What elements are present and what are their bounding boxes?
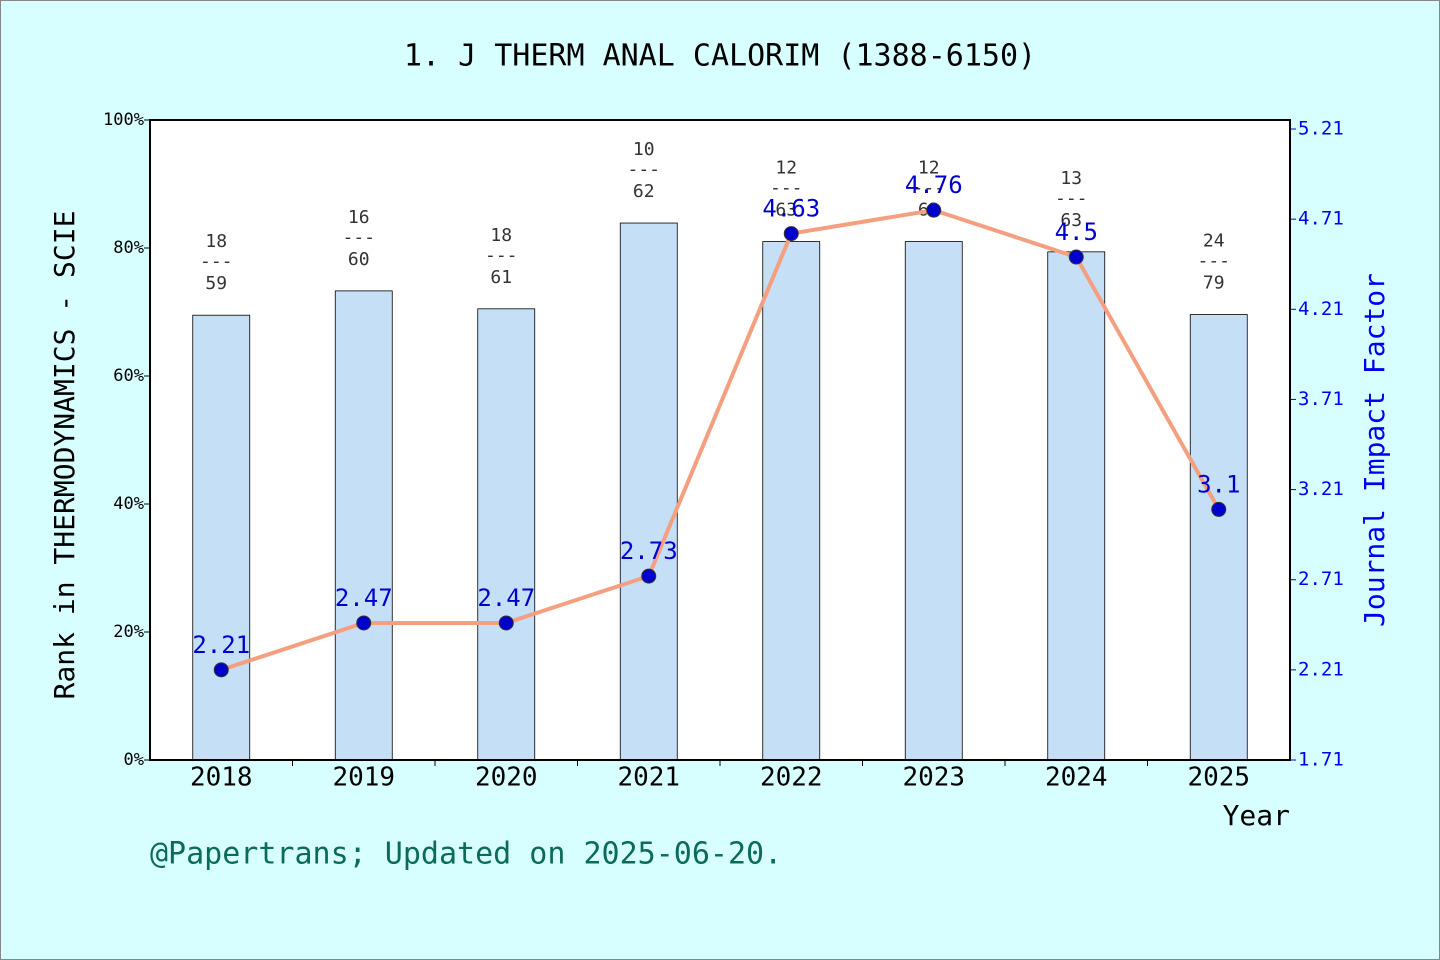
rank-label: 24 [1203, 231, 1225, 252]
x-tick-label: 2020 [475, 763, 538, 793]
x-axis-title: Year [1223, 799, 1290, 832]
rank-label: 16 [348, 207, 370, 228]
x-tick-label: 2022 [760, 763, 823, 793]
y2-tick-label: 2.21 [1298, 658, 1344, 680]
bar [619, 222, 678, 761]
y2-tick-label: 4.21 [1298, 298, 1344, 320]
plot-border [149, 119, 1291, 761]
x-tick-label: 2025 [1187, 763, 1250, 793]
y2-tick-label: 4.71 [1298, 208, 1344, 230]
chart-title: 1. J THERM ANAL CALORIM (1388-6150) [404, 39, 1036, 74]
line [220, 208, 1221, 672]
marker [213, 662, 229, 678]
rank-separator: --- [1197, 251, 1230, 272]
marker [1068, 249, 1084, 265]
rank-label: 12 [918, 158, 940, 179]
x-tick-label: 2021 [617, 763, 680, 793]
marker [926, 202, 942, 218]
rank-separator: --- [770, 178, 803, 199]
x-tick-label: 2018 [190, 763, 253, 793]
rank-separator: --- [342, 227, 375, 248]
marker [1211, 501, 1227, 517]
y2-tick-label: 5.21 [1298, 118, 1344, 140]
y-tick-label: 60% [113, 366, 144, 386]
bar [192, 314, 251, 761]
y-tick-label: 100% [103, 110, 144, 130]
total-label: 63 [1060, 210, 1082, 231]
data-label: 2.73 [620, 537, 678, 565]
rank-separator: --- [912, 178, 945, 199]
y2-tick-label: 2.71 [1298, 568, 1344, 590]
rank-separator: --- [485, 245, 518, 266]
total-label: 63 [775, 200, 797, 221]
bar [477, 308, 536, 761]
marker [356, 615, 372, 631]
rank-label: 13 [1060, 168, 1082, 189]
data-label: 4.5 [1055, 218, 1098, 246]
x-tick-label: 2024 [1045, 763, 1108, 793]
y2-tick-label: 1.71 [1298, 749, 1344, 771]
bar [904, 241, 963, 761]
rank-separator: --- [627, 159, 660, 180]
data-label: 2.47 [477, 584, 535, 612]
data-label: 2.21 [192, 631, 250, 659]
y2-axis-title: Journal Impact Factor [1358, 273, 1391, 627]
data-label: 4.76 [905, 171, 963, 199]
x-tick-label: 2023 [902, 763, 965, 793]
data-label: 2.47 [335, 584, 393, 612]
y-axis-title: Rank in THERMODYNAMICS - SCIE [48, 211, 81, 700]
total-label: 59 [205, 273, 227, 294]
y-tick-label: 80% [113, 238, 144, 258]
rank-label: 18 [205, 231, 227, 252]
footer: @Papertrans; Updated on 2025-06-20. [150, 837, 782, 872]
y2-tick-label: 3.21 [1298, 478, 1344, 500]
plot-area [150, 120, 1290, 760]
total-label: 61 [490, 267, 512, 288]
marker [498, 615, 514, 631]
total-label: 62 [633, 181, 655, 202]
marker [641, 568, 657, 584]
bar [334, 290, 393, 761]
bar [762, 241, 821, 761]
bar [1189, 314, 1248, 761]
bar [1047, 251, 1106, 761]
y-tick-label: 0% [124, 750, 144, 770]
rank-separator: --- [1055, 188, 1088, 209]
data-label: 4.63 [762, 195, 820, 223]
x-tick-label: 2019 [332, 763, 395, 793]
rank-separator: --- [200, 251, 233, 272]
marker [783, 226, 799, 242]
rank-label: 18 [490, 225, 512, 246]
y2-tick-label: 3.71 [1298, 388, 1344, 410]
total-label: 79 [1203, 273, 1225, 294]
rank-label: 10 [633, 139, 655, 160]
rank-label: 12 [775, 158, 797, 179]
total-label: 60 [348, 249, 370, 270]
y-tick-label: 20% [113, 622, 144, 642]
data-label: 3.1 [1197, 470, 1240, 498]
y-tick-label: 40% [113, 494, 144, 514]
